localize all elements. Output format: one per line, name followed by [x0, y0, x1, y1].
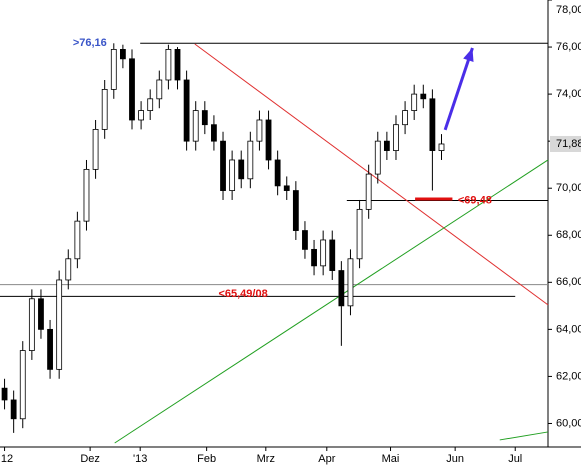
candle-body: [356, 208, 363, 260]
candle-body: [129, 58, 135, 121]
candle-body: [347, 258, 354, 307]
candle-body: [411, 93, 418, 111]
x-tick-label: '13: [133, 453, 147, 465]
candle-body: [1, 387, 8, 401]
candle-body: [138, 110, 144, 121]
candle-body: [10, 399, 17, 420]
y-tick-label: 74,00: [556, 88, 581, 100]
candle-body: [74, 220, 81, 260]
candle-body: [65, 258, 72, 281]
candle-body: [92, 128, 99, 170]
x-tick-label: Jun: [446, 453, 464, 465]
candle-body: [292, 190, 299, 231]
annotation: <69,48: [458, 194, 492, 206]
candle-body: [101, 89, 108, 130]
candle-body: [147, 98, 154, 111]
candle-body: [256, 119, 263, 142]
candle-body: [374, 140, 381, 175]
candle-body: [110, 49, 117, 90]
candle-body: [402, 110, 408, 126]
last-price-box: [550, 135, 581, 152]
y-tick-label: 70,00: [556, 182, 581, 194]
candle-body: [302, 230, 308, 250]
last-price-label: 71,88: [556, 138, 581, 150]
candle-body: [383, 140, 390, 151]
candle-body: [329, 239, 336, 271]
candle-body: [238, 159, 245, 180]
forecast-arrow: [443, 47, 474, 131]
trend-line: [114, 159, 549, 444]
y-tick-label: 68,00: [556, 229, 581, 241]
annotation: <65,49/08: [218, 288, 267, 300]
candle-body: [393, 124, 399, 151]
x-tick-label: Feb: [197, 453, 216, 465]
x-tick-label: 12: [1, 453, 13, 465]
y-tick-label: 60,00: [556, 417, 581, 429]
x-tick-label: Apr: [318, 453, 335, 465]
candle-body: [274, 159, 281, 187]
x-tick-label: Jul: [508, 453, 522, 465]
y-tick-label: 62,00: [556, 370, 581, 382]
candle-body: [19, 350, 26, 420]
candle-body: [320, 239, 327, 267]
annotation: >76,16: [73, 37, 107, 49]
candle-body: [420, 93, 427, 100]
candle-body: [56, 279, 63, 370]
x-tick-label: Dez: [80, 453, 100, 465]
y-tick-label: 66,00: [556, 276, 581, 288]
candle-body: [265, 119, 272, 161]
candle-body: [429, 98, 436, 151]
y-tick-label: 78,00: [556, 4, 581, 16]
candle-body: [28, 298, 35, 351]
y-tick-label: 76,00: [556, 41, 581, 53]
candle-body: [211, 124, 217, 142]
candle-body: [156, 79, 163, 100]
candle-body: [229, 159, 236, 191]
candle-body: [220, 140, 226, 191]
candle-body: [283, 185, 290, 191]
candle-body: [311, 248, 317, 267]
candle-body: [247, 140, 254, 180]
candle-body: [192, 110, 199, 142]
candle-body: [119, 49, 126, 60]
x-tick-label: Mrz: [257, 453, 275, 465]
candle-body: [165, 49, 172, 81]
y-tick-label: 64,00: [556, 323, 581, 335]
candle-body: [83, 168, 90, 222]
candle-body: [438, 143, 445, 151]
candle-body: [201, 110, 208, 126]
arrow-head: [463, 47, 474, 62]
candle-body: [365, 173, 372, 210]
candle-body: [174, 49, 181, 81]
candle-body: [183, 79, 190, 142]
trend-line: [499, 431, 549, 441]
candle-body: [38, 298, 44, 330]
x-tick-label: Mai: [382, 453, 400, 465]
candle-body: [338, 270, 345, 307]
candle-body: [47, 328, 53, 370]
